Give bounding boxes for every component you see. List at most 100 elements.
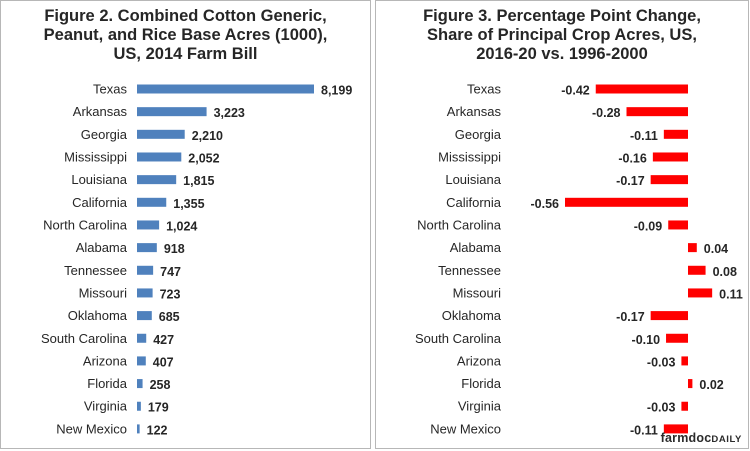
category-label: Alabama xyxy=(76,240,128,255)
category-label: South Carolina xyxy=(41,331,128,346)
category-label: Missouri xyxy=(79,285,128,300)
category-label: Arizona xyxy=(457,353,502,368)
value-label: -0.03 xyxy=(647,355,676,369)
figure-3-title-line-1: Figure 3. Percentage Point Change, xyxy=(423,7,701,25)
bar xyxy=(137,356,146,366)
bar xyxy=(137,424,140,434)
value-label: 427 xyxy=(153,333,174,347)
value-label: 0.02 xyxy=(699,378,723,392)
figure-3-title: Figure 3. Percentage Point Change, Share… xyxy=(376,7,748,64)
category-label: New Mexico xyxy=(430,421,501,436)
value-label: 1,815 xyxy=(183,174,214,188)
figure-2-bar-chart: Texas 8,199 Arkansas 3,223 Georgia 2,210 Missi… xyxy=(41,82,352,438)
value-label: -0.11 xyxy=(630,423,658,437)
value-label: 407 xyxy=(153,355,174,369)
category-label: Virginia xyxy=(458,399,502,414)
bar xyxy=(688,265,706,275)
bar xyxy=(681,356,688,366)
value-label: 685 xyxy=(159,310,180,324)
bar xyxy=(137,152,182,162)
category-label: California xyxy=(72,195,128,210)
figure-2-panel: Figure 2. Combined Cotton Generic, Peanu… xyxy=(0,0,371,449)
bar xyxy=(137,84,314,94)
bar xyxy=(565,197,688,207)
bar xyxy=(137,129,185,139)
bar xyxy=(663,424,688,434)
bar xyxy=(137,175,177,185)
category-label: Arizona xyxy=(83,353,128,368)
value-label: 0.11 xyxy=(719,287,743,301)
value-label: 179 xyxy=(148,401,169,415)
bar xyxy=(137,333,147,343)
value-label: -0.10 xyxy=(632,333,661,347)
value-label: 258 xyxy=(150,378,171,392)
value-label: 3,223 xyxy=(214,106,245,120)
category-label: New Mexico xyxy=(56,421,127,436)
category-label: Virginia xyxy=(84,399,128,414)
category-label: Louisiana xyxy=(71,172,127,187)
value-label: 0.04 xyxy=(704,242,728,256)
value-label: -0.16 xyxy=(618,151,647,165)
bar xyxy=(137,379,143,389)
bar xyxy=(688,288,713,298)
category-label: North Carolina xyxy=(417,217,502,232)
figure-3-bar-chart: Texas -0.42 Arkansas -0.28 Georgia -0.11 Missi… xyxy=(415,82,743,438)
value-label: -0.17 xyxy=(616,174,645,188)
category-label: Georgia xyxy=(455,127,502,142)
category-label: Arkansas xyxy=(447,104,502,119)
value-label: 1,355 xyxy=(173,197,204,211)
value-label: -0.03 xyxy=(647,401,676,415)
bar xyxy=(137,311,152,321)
figure-3-title-line-3: 2016-20 vs. 1996-2000 xyxy=(476,45,648,63)
bar xyxy=(595,84,688,94)
bar xyxy=(688,243,697,253)
category-label: Missouri xyxy=(453,285,502,300)
value-label: 747 xyxy=(160,265,181,279)
category-label: Texas xyxy=(93,82,127,97)
figure-3-panel: Figure 3. Percentage Point Change, Share… xyxy=(375,0,749,449)
bar xyxy=(137,288,153,298)
category-label: Texas xyxy=(467,82,501,97)
figure-2-title: Figure 2. Combined Cotton Generic, Peanu… xyxy=(1,7,370,64)
category-label: South Carolina xyxy=(415,331,502,346)
figure-2-title-line-3: US, 2014 Farm Bill xyxy=(113,45,258,63)
value-label: -0.56 xyxy=(531,197,560,211)
value-label: 8,199 xyxy=(321,84,352,98)
bar xyxy=(626,107,688,117)
bar xyxy=(652,152,688,162)
bar xyxy=(137,265,154,275)
value-label: 2,210 xyxy=(192,129,223,143)
figure-2-title-line-2: Peanut, and Rice Base Acres (1000), xyxy=(43,26,328,44)
brand-suffix: DAILY xyxy=(711,434,742,445)
category-label: Alabama xyxy=(450,240,502,255)
value-label: -0.09 xyxy=(634,219,663,233)
bar xyxy=(137,243,157,253)
value-label: 1,024 xyxy=(166,219,197,233)
category-label: Arkansas xyxy=(73,104,128,119)
value-label: 723 xyxy=(160,287,181,301)
bar xyxy=(666,333,688,343)
brand-main: farmdoc xyxy=(660,431,712,445)
figure-3-title-line-2: Share of Principal Crop Acres, US, xyxy=(427,26,697,44)
figure-2-title-line-1: Figure 2. Combined Cotton Generic, xyxy=(44,7,327,25)
category-label: Tennessee xyxy=(64,263,127,278)
category-label: Louisiana xyxy=(445,172,501,187)
category-label: Florida xyxy=(461,376,502,391)
value-label: 122 xyxy=(147,423,168,437)
category-label: Florida xyxy=(87,376,128,391)
bar xyxy=(137,401,141,411)
category-label: Mississippi xyxy=(64,149,127,164)
bar xyxy=(137,107,207,117)
value-label: -0.11 xyxy=(630,129,658,143)
value-label: 2,052 xyxy=(188,151,219,165)
bar xyxy=(668,220,688,230)
bar xyxy=(137,220,160,230)
category-label: Oklahoma xyxy=(442,308,502,323)
category-label: Mississippi xyxy=(438,149,501,164)
value-label: -0.17 xyxy=(616,310,645,324)
value-label: -0.42 xyxy=(561,84,590,98)
category-label: Tennessee xyxy=(438,263,501,278)
bar xyxy=(137,197,167,207)
category-label: Georgia xyxy=(81,127,128,142)
bar xyxy=(688,379,693,389)
